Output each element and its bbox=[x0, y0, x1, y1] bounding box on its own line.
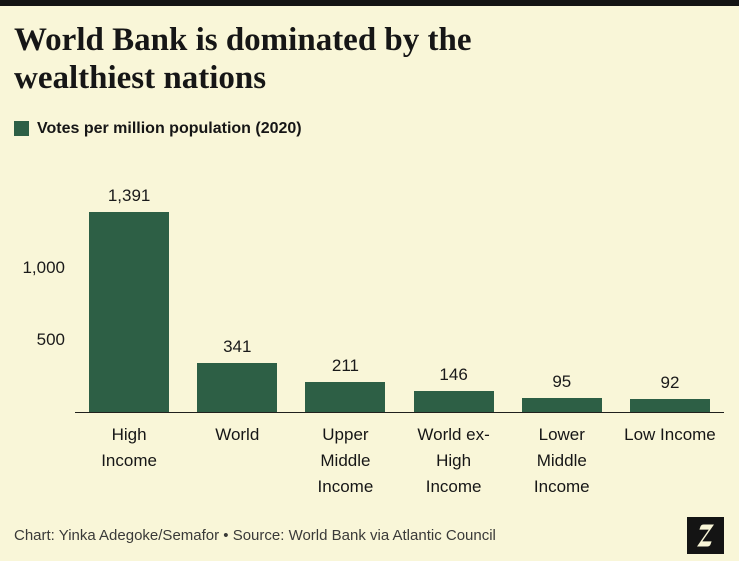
bar-value-label: 95 bbox=[552, 371, 572, 391]
plot-area: 1,391 341 211 146 95 92 bbox=[75, 176, 724, 413]
bar-value-label: 146 bbox=[439, 364, 468, 384]
bar bbox=[89, 211, 170, 412]
bar bbox=[413, 390, 494, 412]
category-label: High Income bbox=[101, 424, 157, 470]
legend: Votes per million population (2020) bbox=[14, 120, 739, 138]
bar-column: 1,391 bbox=[75, 186, 183, 412]
bar-value-label: 92 bbox=[660, 372, 680, 392]
bar-column: 146 bbox=[400, 365, 508, 412]
category-label: Lower Middle Income bbox=[533, 424, 590, 496]
bar-value-label: 341 bbox=[223, 336, 252, 356]
y-axis: 500 1,000 bbox=[0, 176, 75, 412]
bar-column: 92 bbox=[616, 373, 724, 412]
bar-column: 95 bbox=[508, 372, 616, 412]
y-tick-label: 1,000 bbox=[22, 257, 65, 277]
y-tick-label: 500 bbox=[36, 329, 65, 349]
category-label: World bbox=[215, 424, 260, 444]
bar-column: 341 bbox=[183, 337, 291, 412]
x-axis-labels: High Income World Upper Middle Income World ex… bbox=[75, 422, 724, 500]
chart-title: World Bank is dominated by the wealthies… bbox=[14, 22, 472, 97]
bar-value-label: 211 bbox=[331, 355, 359, 375]
semafor-logo bbox=[687, 517, 724, 554]
category-label: Upper Middle Income bbox=[317, 424, 374, 496]
bar bbox=[305, 381, 386, 412]
x-axis-gutter bbox=[0, 422, 75, 500]
source-credit: Chart: Yinka Adegoke/Semafor • Source: W… bbox=[14, 527, 496, 544]
logo-glyph bbox=[697, 524, 714, 547]
bar-column: 211 bbox=[291, 356, 399, 412]
bar bbox=[629, 398, 710, 412]
bar-chart: 500 1,000 1,391 341 211 146 95 92 bbox=[0, 176, 724, 413]
bar bbox=[197, 362, 278, 412]
legend-swatch bbox=[14, 121, 29, 137]
footer: Chart: Yinka Adegoke/Semafor • Source: W… bbox=[14, 517, 724, 554]
x-axis: High Income World Upper Middle Income World ex… bbox=[0, 422, 724, 500]
bar bbox=[521, 397, 602, 412]
legend-label: Votes per million population (2020) bbox=[37, 119, 302, 137]
category-label: World ex- High Income bbox=[417, 424, 490, 496]
category-label: Low Income bbox=[624, 424, 716, 444]
top-accent-bar bbox=[0, 0, 739, 6]
bar-value-label: 1,391 bbox=[107, 185, 151, 205]
